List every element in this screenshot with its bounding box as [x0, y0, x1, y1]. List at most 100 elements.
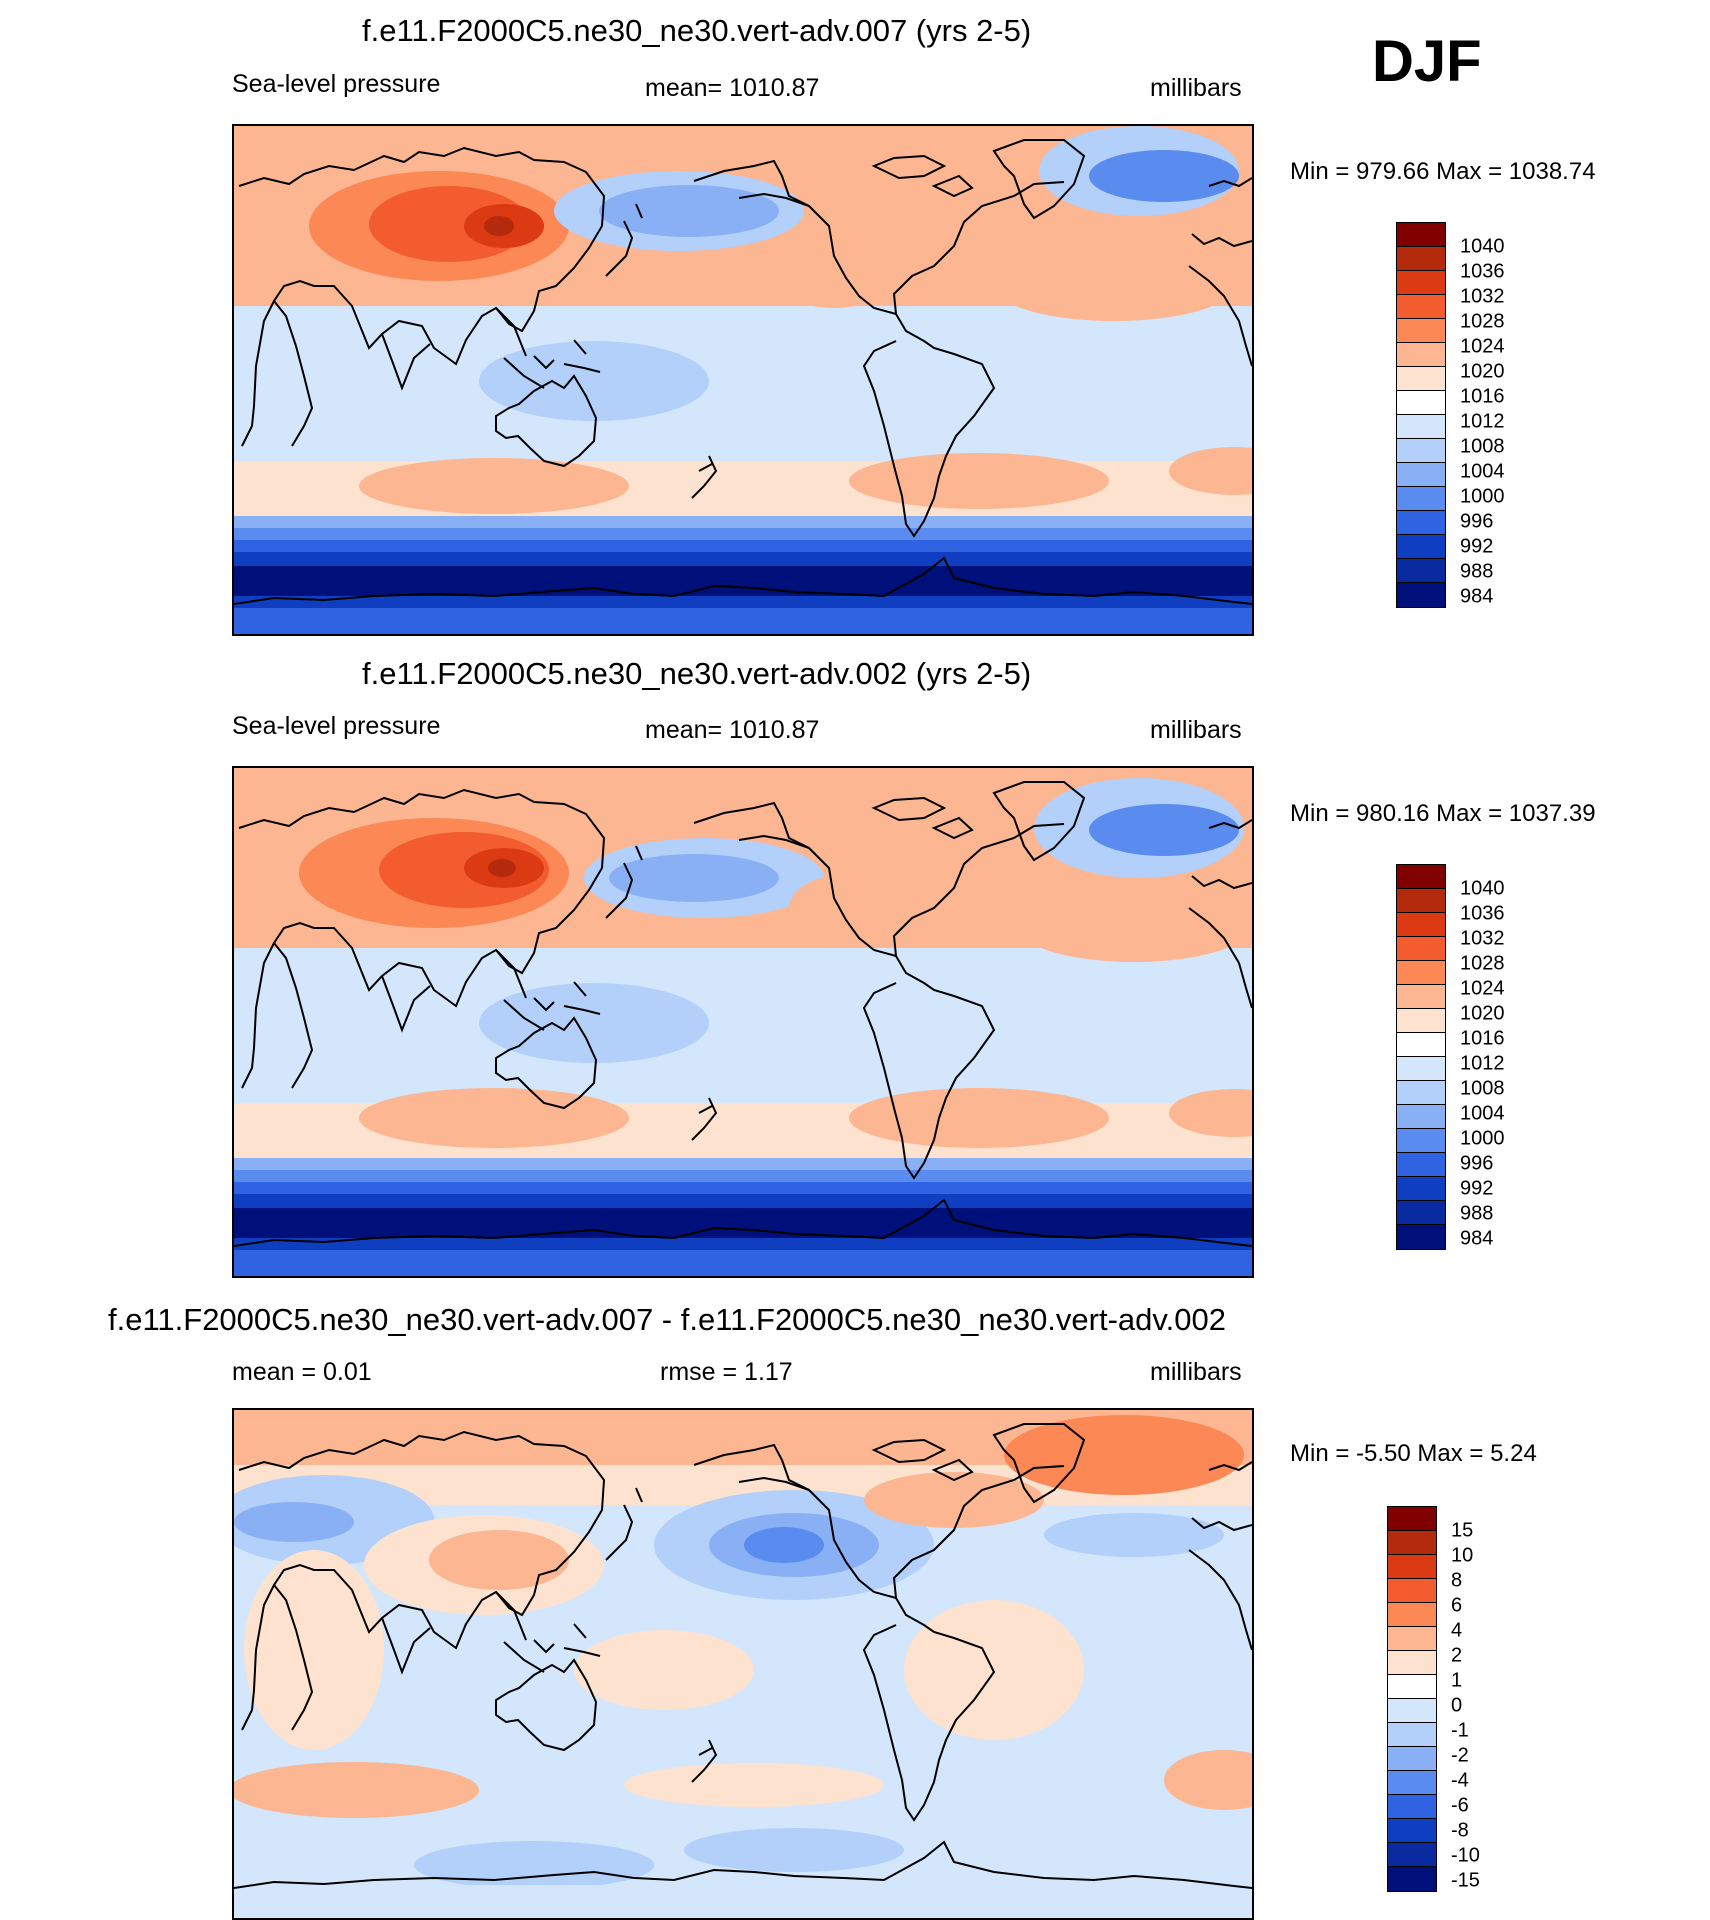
colorbar-label: 1020	[1460, 1002, 1505, 1025]
colorbar-swatch	[1397, 985, 1445, 1009]
colorbar-swatch	[1388, 1507, 1436, 1531]
panel2-minmax: Min = 980.16 Max = 1037.39	[1290, 800, 1596, 827]
colorbar-swatch	[1397, 913, 1445, 937]
colorbar-swatch	[1397, 1129, 1445, 1153]
colorbar-swatch	[1397, 961, 1445, 985]
colorbar-swatch	[1397, 535, 1445, 559]
colorbar-swatch	[1397, 295, 1445, 319]
colorbar-label: 984	[1460, 585, 1494, 608]
colorbar-label: 1016	[1460, 385, 1505, 408]
panel2-map	[232, 766, 1254, 1278]
colorbar-label: 1028	[1460, 952, 1505, 975]
colorbar-swatch	[1388, 1771, 1436, 1795]
colorbar-label: 6	[1451, 1594, 1463, 1617]
colorbar-label: 1024	[1460, 977, 1505, 1000]
panel3-units: millibars	[1150, 1358, 1242, 1386]
colorbar-swatch	[1397, 367, 1445, 391]
colorbar-label: 1	[1451, 1669, 1463, 1692]
colorbar-swatch	[1397, 271, 1445, 295]
panel3-map	[232, 1408, 1254, 1920]
colorbar-swatch	[1388, 1675, 1436, 1699]
colorbar-label: -15	[1451, 1869, 1480, 1892]
colorbar-label: 984	[1460, 1227, 1494, 1250]
panel2-variable: Sea-level pressure	[232, 712, 441, 740]
colorbar-label: -6	[1451, 1794, 1469, 1817]
colorbar-label: 1032	[1460, 927, 1505, 950]
panel1-map	[232, 124, 1254, 636]
colorbar-label: 996	[1460, 510, 1494, 533]
colorbar-label: 1004	[1460, 1102, 1505, 1125]
colorbar-label: 15	[1451, 1519, 1474, 1542]
colorbar-label: 992	[1460, 1177, 1494, 1200]
panel1-colorbar-swatches	[1396, 222, 1446, 608]
panel1-mean: mean= 1010.87	[645, 74, 820, 102]
colorbar-swatch	[1397, 889, 1445, 913]
colorbar-label: 1000	[1460, 485, 1505, 508]
colorbar-label: 1012	[1460, 1052, 1505, 1075]
colorbar-swatch	[1388, 1723, 1436, 1747]
panel2-colorbar-swatches	[1396, 864, 1446, 1250]
colorbar-label: 1000	[1460, 1127, 1505, 1150]
colorbar-label: -2	[1451, 1744, 1469, 1767]
colorbar-swatch	[1388, 1555, 1436, 1579]
colorbar-swatch	[1397, 247, 1445, 271]
colorbar-label: 1028	[1460, 310, 1505, 333]
colorbar-label: 0	[1451, 1694, 1463, 1717]
colorbar-swatch	[1388, 1603, 1436, 1627]
colorbar-label: 1004	[1460, 460, 1505, 483]
colorbar-label: 996	[1460, 1152, 1494, 1175]
colorbar-swatch	[1397, 391, 1445, 415]
colorbar-swatch	[1397, 583, 1445, 607]
panel1-units: millibars	[1150, 74, 1242, 102]
panel3-rmse: rmse = 1.17	[660, 1358, 793, 1386]
colorbar-label: 2	[1451, 1644, 1463, 1667]
panel3-minmax: Min = -5.50 Max = 5.24	[1290, 1440, 1537, 1467]
season-label: DJF	[1372, 29, 1482, 94]
colorbar-swatch	[1397, 463, 1445, 487]
panel2-units: millibars	[1150, 716, 1242, 744]
colorbar-label: 1012	[1460, 410, 1505, 433]
colorbar-swatch	[1397, 343, 1445, 367]
colorbar-swatch	[1397, 1201, 1445, 1225]
colorbar-swatch	[1397, 487, 1445, 511]
colorbar-swatch	[1388, 1627, 1436, 1651]
colorbar-swatch	[1397, 1225, 1445, 1249]
colorbar-label: 988	[1460, 560, 1494, 583]
colorbar-swatch	[1397, 1177, 1445, 1201]
colorbar-label: 1016	[1460, 1027, 1505, 1050]
colorbar-swatch	[1397, 1105, 1445, 1129]
colorbar-swatch	[1397, 1153, 1445, 1177]
colorbar-swatch	[1397, 937, 1445, 961]
colorbar-swatch	[1388, 1843, 1436, 1867]
colorbar-label: 1036	[1460, 902, 1505, 925]
colorbar-swatch	[1397, 223, 1445, 247]
colorbar-swatch	[1397, 1009, 1445, 1033]
colorbar-swatch	[1397, 1057, 1445, 1081]
colorbar-label: 10	[1451, 1544, 1474, 1567]
colorbar-label: 1032	[1460, 285, 1505, 308]
panel2-mean: mean= 1010.87	[645, 716, 820, 744]
colorbar-swatch	[1388, 1795, 1436, 1819]
colorbar-label: 1040	[1460, 235, 1505, 258]
colorbar-label: 1008	[1460, 435, 1505, 458]
panel1-minmax: Min = 979.66 Max = 1038.74	[1290, 158, 1596, 185]
colorbar-label: 1040	[1460, 877, 1505, 900]
colorbar-swatch	[1397, 415, 1445, 439]
colorbar-swatch	[1397, 319, 1445, 343]
panel3-mean: mean = 0.01	[232, 1358, 372, 1386]
panel1-variable: Sea-level pressure	[232, 70, 441, 98]
panel2-title: f.e11.F2000C5.ne30_ne30.vert-adv.002 (yr…	[362, 656, 1032, 691]
colorbar-label: 1008	[1460, 1077, 1505, 1100]
colorbar-label: 1024	[1460, 335, 1505, 358]
colorbar-label: -8	[1451, 1819, 1469, 1842]
panel3-colorbar-swatches	[1387, 1506, 1437, 1892]
colorbar-swatch	[1397, 511, 1445, 535]
colorbar-label: 1020	[1460, 360, 1505, 383]
colorbar-swatch	[1388, 1579, 1436, 1603]
colorbar-label: 4	[1451, 1619, 1463, 1642]
colorbar-swatch	[1397, 439, 1445, 463]
colorbar-label: -4	[1451, 1769, 1469, 1792]
colorbar-swatch	[1397, 1081, 1445, 1105]
colorbar-swatch	[1397, 865, 1445, 889]
colorbar-swatch	[1388, 1651, 1436, 1675]
